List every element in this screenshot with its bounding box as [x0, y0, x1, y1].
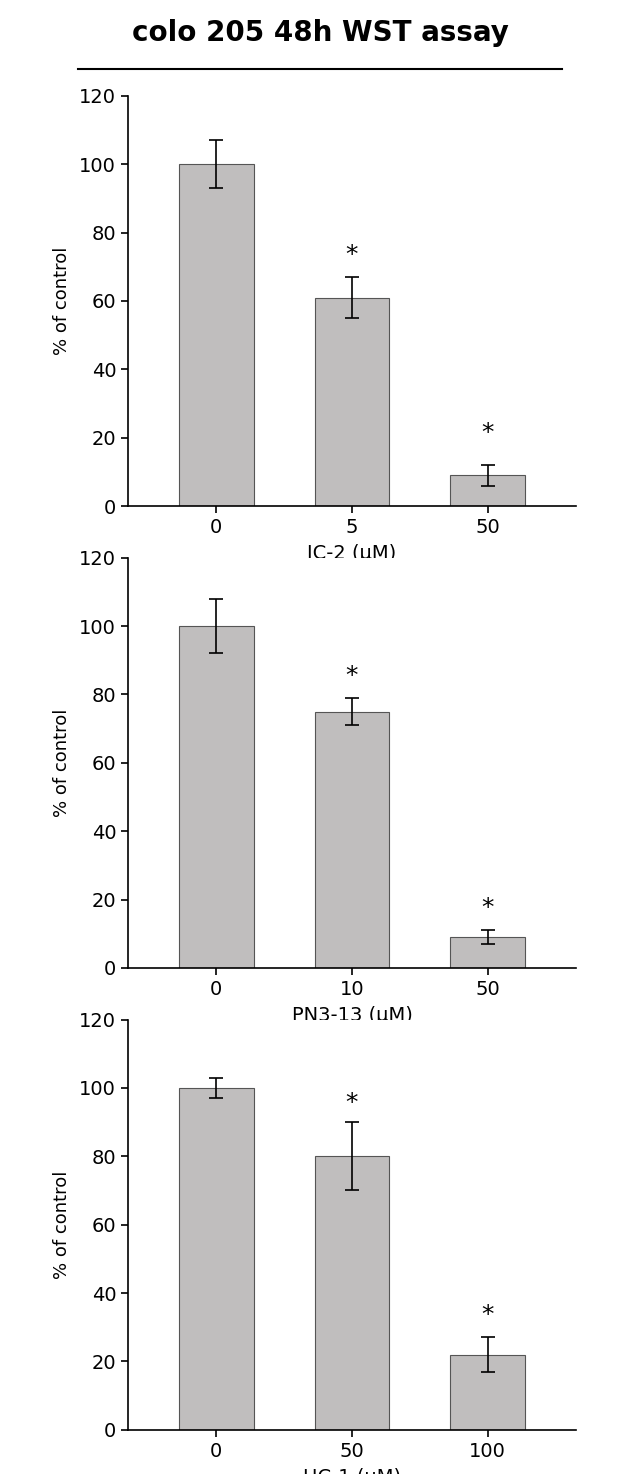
Bar: [451, 937, 525, 968]
Y-axis label: % of control: % of control: [53, 1170, 71, 1279]
Bar: [179, 1088, 253, 1430]
Text: *: *: [346, 243, 358, 267]
Bar: [451, 1355, 525, 1430]
Text: *: *: [346, 663, 358, 687]
X-axis label: IC-2 (μM): IC-2 (μM): [307, 544, 397, 563]
Text: *: *: [481, 1303, 494, 1327]
Bar: [179, 626, 253, 968]
Text: *: *: [481, 420, 494, 445]
Y-axis label: % of control: % of control: [53, 246, 71, 355]
Bar: [451, 475, 525, 506]
X-axis label: HC-1 (μM): HC-1 (μM): [303, 1468, 401, 1474]
X-axis label: PN3-13 (μM): PN3-13 (μM): [292, 1005, 412, 1024]
Bar: [179, 164, 253, 506]
Y-axis label: % of control: % of control: [53, 709, 71, 817]
Bar: [315, 1156, 389, 1430]
Bar: [315, 298, 389, 506]
Text: *: *: [346, 1091, 358, 1116]
Text: colo 205 48h WST assay: colo 205 48h WST assay: [132, 19, 508, 47]
Bar: [315, 712, 389, 968]
Text: *: *: [481, 896, 494, 920]
